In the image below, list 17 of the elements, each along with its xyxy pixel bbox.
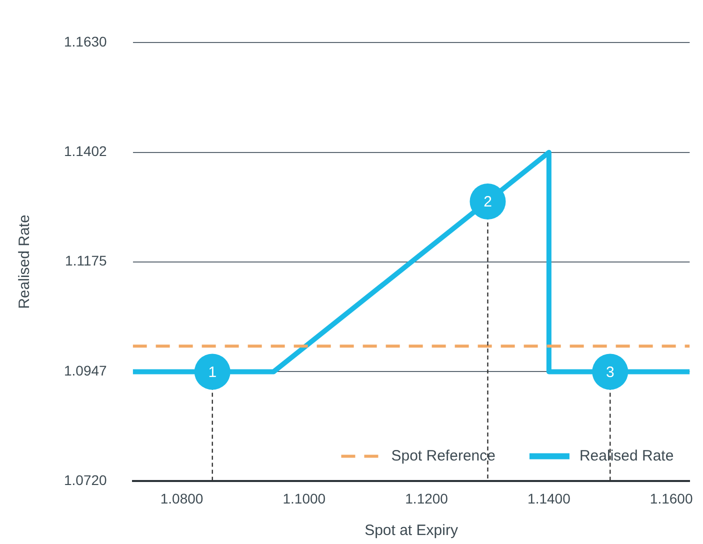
x-tick-label: 1.1000	[282, 490, 326, 506]
y-tick-label: 1.1402	[64, 143, 108, 160]
x-tick-label: 1.1600	[650, 490, 693, 506]
y-tick-label: 1.0720	[64, 472, 108, 488]
y-tick-label: 1.1630	[64, 33, 108, 50]
x-tick-label: 1.1400	[528, 490, 571, 506]
annotation: 2	[484, 194, 492, 211]
x-axis-title: Spot at Expiry	[364, 522, 458, 540]
y-tick-label: 1.1175	[65, 252, 108, 269]
x-tick-label: 1.1200	[405, 490, 448, 506]
x-tick-label: 1.0800	[160, 490, 204, 506]
annotation: 1	[208, 364, 217, 381]
y-axis-title: Realised Rate	[16, 214, 34, 309]
annotation: 3	[606, 364, 614, 381]
legend-label: Spot Reference	[391, 447, 496, 464]
legend-label: Realised Rate	[579, 447, 674, 464]
y-tick-label: 1.0947	[64, 362, 108, 379]
